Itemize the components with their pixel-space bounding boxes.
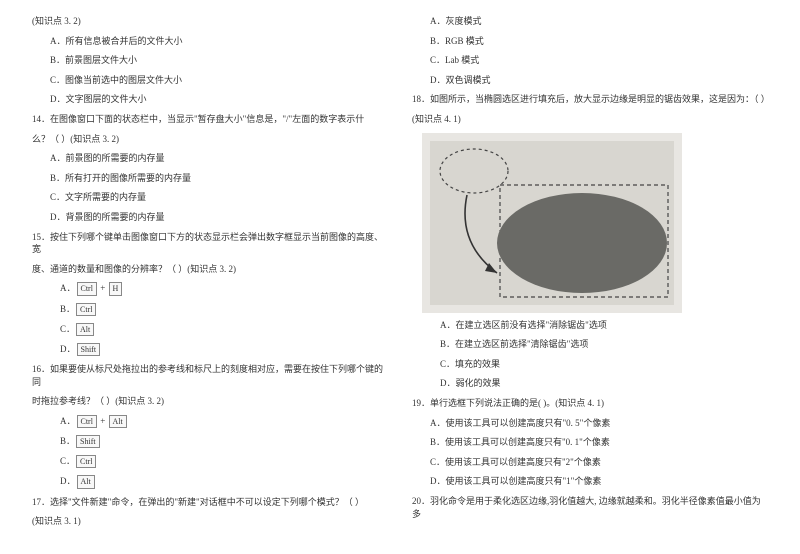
shift-key-icon: Shift	[77, 343, 101, 356]
q18-opt-b: B．在建立选区前选择"清除锯齿"选项	[412, 338, 768, 351]
q19-stem: 19．单行选框下列说法正确的是( )。(知识点 4. 1)	[412, 397, 768, 410]
q20-stem: 20．羽化命令是用于柔化选区边缘,羽化值越大, 边缘就越柔和。羽化半径像素值最小…	[412, 495, 768, 520]
q16-c-pre: C．	[60, 456, 75, 466]
q15-d-pre: D．	[60, 344, 76, 354]
q14-opt-c: C．文字所需要的内存量	[32, 191, 388, 204]
ctrl-key-icon: Ctrl	[76, 455, 96, 468]
alt-key-icon: Alt	[109, 415, 127, 428]
q13-opt-d: D．文字图层的文件大小	[32, 93, 388, 106]
q16-d-pre: D．	[60, 476, 76, 486]
ctrl-key-icon: Ctrl	[77, 415, 97, 428]
q19-opt-c: C．使用该工具可以创建高度只有"2"个像素	[412, 456, 768, 469]
q19-opt-d: D．使用该工具可以创建高度只有"1"个像素	[412, 475, 768, 488]
q17-opt-d: D．双色调模式	[412, 74, 768, 87]
q15-opt-a: A．Ctrl + H	[32, 282, 388, 295]
q13-opt-b: B．前景图层文件大小	[32, 54, 388, 67]
alt-key-icon: Alt	[76, 323, 94, 336]
q18-opt-c: C．填充的效果	[412, 358, 768, 371]
q13-opt-c: C．图像当前选中的图层文件大小	[32, 74, 388, 87]
q19-opt-a: A．使用该工具可以创建高度只有"0. 5"个像素	[412, 417, 768, 430]
q15-opt-d: D．Shift	[32, 343, 388, 356]
q16-opt-a: A．Ctrl + Alt	[32, 415, 388, 428]
q13-ref: (知识点 3. 2)	[32, 15, 388, 28]
q14-opt-a: A．前景图的所需要的内存量	[32, 152, 388, 165]
q16-stem-2: 时拖拉参考线？（ ）(知识点 3. 2)	[32, 395, 388, 408]
q19-opt-b: B．使用该工具可以创建高度只有"0. 1"个像素	[412, 436, 768, 449]
q17-opt-a: A．灰度模式	[412, 15, 768, 28]
q14-opt-d: D．背景图的所需要的内存量	[32, 211, 388, 224]
q17-stem-2: (知识点 3. 1)	[32, 515, 388, 528]
q16-a-plus: +	[98, 416, 108, 426]
q14-opt-b: B．所有打开的图像所需要的内存量	[32, 172, 388, 185]
q14-stem-2: 么？（ ）(知识点 3. 2)	[32, 133, 388, 146]
q16-a-pre: A．	[60, 416, 76, 426]
q15-stem-2: 度、通道的数量和图像的分辨率？（ ）(知识点 3. 2)	[32, 263, 388, 276]
q17-opt-c: C．Lab 模式	[412, 54, 768, 67]
right-column: A．灰度模式 B．RGB 模式 C．Lab 模式 D．双色调模式 18．如图所示…	[400, 15, 780, 539]
ctrl-key-icon: Ctrl	[76, 303, 96, 316]
q17-stem-1: 17．选择"文件新建"命令，在弹出的"新建"对话框中不可以设定下列哪个模式？（ …	[32, 496, 388, 509]
left-column: (知识点 3. 2) A．所有信息被合并后的文件大小 B．前景图层文件大小 C．…	[20, 15, 400, 539]
q15-opt-c: C．Alt	[32, 323, 388, 336]
shift-key-icon: Shift	[76, 435, 100, 448]
q18-opt-d: D．弱化的效果	[412, 377, 768, 390]
q18-stem-2: (知识点 4. 1)	[412, 113, 768, 126]
q18-opt-a: A．在建立选区前没有选择"消除锯齿"选项	[412, 319, 768, 332]
q14-stem-1: 14．在图像窗口下面的状态栏中，当显示"暂存盘大小"信息是，"/"左面的数字表示…	[32, 113, 388, 126]
q17-opt-b: B．RGB 模式	[412, 35, 768, 48]
q18-figure	[422, 133, 682, 313]
q15-b-pre: B．	[60, 304, 75, 314]
q15-a-plus: +	[98, 283, 108, 293]
q16-b-pre: B．	[60, 436, 75, 446]
q15-a-pre: A．	[60, 283, 76, 293]
q16-stem-1: 16．如果要使从标尺处拖拉出的参考线和标尺上的刻度相对应，需要在按住下列哪个键的…	[32, 363, 388, 388]
q16-opt-b: B．Shift	[32, 435, 388, 448]
h-key-icon: H	[109, 282, 123, 295]
q16-opt-c: C．Ctrl	[32, 455, 388, 468]
q16-opt-d: D．Alt	[32, 475, 388, 488]
ellipse-diagram-icon	[422, 133, 682, 313]
q18-stem-1: 18．如图所示，当椭圆选区进行填充后，放大显示边缘是明显的锯齿效果，这是因为：（…	[412, 93, 768, 106]
q13-opt-a: A．所有信息被合并后的文件大小	[32, 35, 388, 48]
ctrl-key-icon: Ctrl	[77, 282, 97, 295]
q15-stem-1: 15．按住下列哪个键单击图像窗口下方的状态显示栏会弹出数字框显示当前图像的高度、…	[32, 231, 388, 256]
q15-opt-b: B．Ctrl	[32, 303, 388, 316]
q15-c-pre: C．	[60, 324, 75, 334]
alt-key-icon: Alt	[77, 475, 95, 488]
